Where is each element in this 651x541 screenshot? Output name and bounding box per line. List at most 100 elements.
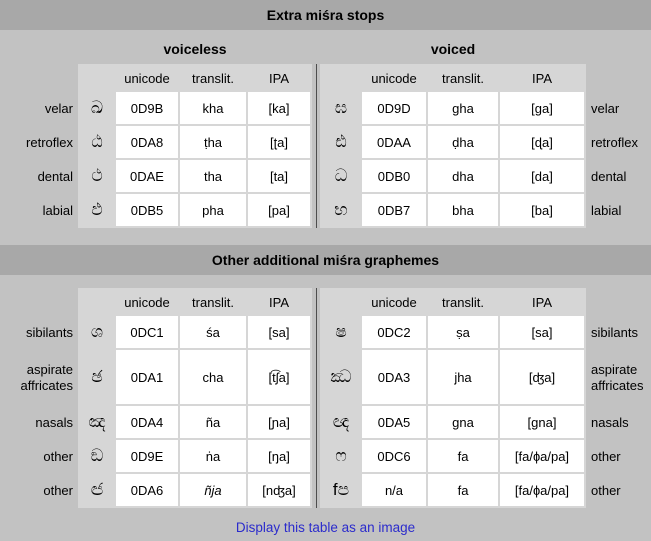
table-row: fප n/a fa [fa/ɸa/pa] xyxy=(322,474,584,506)
col-header-translit: translit. xyxy=(192,70,234,86)
sinhala-glyph: ඵ xyxy=(91,200,103,219)
table-row: ඥ 0DA5 gna [gna] xyxy=(322,406,584,438)
unicode-cell: 0DC2 xyxy=(362,316,426,348)
row-label-other: other xyxy=(43,483,73,499)
ipa-cell: [ba] xyxy=(500,194,584,226)
table-row: ධ 0DB0 dha [da] xyxy=(322,160,584,192)
row-labels-right: velar retroflex dental labial xyxy=(586,64,651,228)
unicode-cell: 0DB7 xyxy=(362,194,426,226)
translit-cell: pha xyxy=(180,194,246,226)
table-row: ෆ 0DC6 fa [fa/ɸa/pa] xyxy=(322,440,584,472)
unicode-cell: 0DAE xyxy=(116,160,178,192)
row-labels-left: sibilants aspirate affricates nasals oth… xyxy=(0,288,78,508)
section-title-graphemes: Other additional miśra graphemes xyxy=(0,245,651,275)
col-header-unicode: unicode xyxy=(371,294,417,310)
table-row: ඞ 0D9E ṅa [ŋa] xyxy=(80,440,310,472)
ipa-cell: [sa] xyxy=(500,316,584,348)
ipa-cell: [t͡ʃa] xyxy=(248,350,310,404)
ipa-cell: [ka] xyxy=(248,92,310,124)
unicode-cell: 0DA3 xyxy=(362,350,426,404)
col-header-translit: translit. xyxy=(442,294,484,310)
unicode-cell: 0D9B xyxy=(116,92,178,124)
col-header-translit: translit. xyxy=(192,294,234,310)
group-header-voiceless: voiceless xyxy=(163,41,227,57)
row-label-other: other xyxy=(591,483,621,499)
unicode-cell: 0DAA xyxy=(362,126,426,158)
row-labels-left: velar retroflex dental labial xyxy=(0,64,78,228)
row-label-dental: dental xyxy=(37,169,73,185)
sinhala-glyph: ෆ xyxy=(335,446,347,465)
header-row: unicode translit. IPA xyxy=(80,290,310,314)
ipa-cell: [pa] xyxy=(248,194,310,226)
unicode-cell: 0DC1 xyxy=(116,316,178,348)
ipa-cell: [ŋa] xyxy=(248,440,310,472)
unicode-cell: 0D9E xyxy=(116,440,178,472)
sinhala-glyph: ඦ xyxy=(90,480,104,499)
table-divider xyxy=(312,64,320,228)
row-label-other: other xyxy=(591,449,621,465)
row-label-other: other xyxy=(43,449,73,465)
sinhala-glyph: ඣ xyxy=(330,367,352,386)
ipa-cell: [ga] xyxy=(500,92,584,124)
table-row: ශ 0DC1 śa [sa] xyxy=(80,316,310,348)
col-header-unicode: unicode xyxy=(124,70,170,86)
glyph-col-header xyxy=(322,290,360,314)
table-row: ථ 0DAE tha [ta] xyxy=(80,160,310,192)
sinhala-glyph: ඞ xyxy=(90,446,104,465)
row-label-sibilants: sibilants xyxy=(591,325,638,341)
ipa-cell: [gna] xyxy=(500,406,584,438)
group-header-voiced: voiced xyxy=(430,41,476,57)
group-headers: voiceless voiced xyxy=(0,38,651,60)
sinhala-glyph: ධ xyxy=(334,166,348,185)
ipa-cell: [ʤa] xyxy=(500,350,584,404)
section-title-stops: Extra miśra stops xyxy=(0,0,651,30)
translit-cell: fa xyxy=(428,474,498,506)
col-header-translit: translit. xyxy=(442,70,484,86)
col-header-unicode: unicode xyxy=(371,70,417,86)
display-as-image-link[interactable]: Display this table as an image xyxy=(235,520,416,535)
unicode-cell: n/a xyxy=(362,474,426,506)
row-label-velar: velar xyxy=(44,101,73,117)
ipa-cell: [sa] xyxy=(248,316,310,348)
translit-cell: ṅa xyxy=(180,440,246,472)
row-label-aspirate-affricates: aspirate affricates xyxy=(20,362,73,393)
graphemes-right-table: unicode translit. IPA ෂ 0DC2 ṣa [sa] ඣ 0… xyxy=(320,288,586,508)
table-row: ඝ 0D9D gha [ga] xyxy=(322,92,584,124)
table-row: ඦ 0DA6 ñja [nʤa] xyxy=(80,474,310,506)
latin-f-sinhala-pa-glyph: fප xyxy=(332,480,350,499)
translit-cell: gha xyxy=(428,92,498,124)
translit-cell: tha xyxy=(180,160,246,192)
row-label-retroflex: retroflex xyxy=(26,135,73,151)
translit-cell: kha xyxy=(180,92,246,124)
ipa-cell: [ta] xyxy=(248,160,310,192)
unicode-cell: 0DA1 xyxy=(116,350,178,404)
translit-cell: ñja xyxy=(180,474,246,506)
table-row: ඛ 0D9B kha [ka] xyxy=(80,92,310,124)
row-label-labial: labial xyxy=(591,203,622,219)
glyph-col-header xyxy=(80,66,114,90)
voiced-stops-table: unicode translit. IPA ඝ 0D9D gha [ga] ඪ … xyxy=(320,64,586,228)
translit-cell: bha xyxy=(428,194,498,226)
header-row: unicode translit. IPA xyxy=(322,290,584,314)
graphemes-left-table: unicode translit. IPA ශ 0DC1 śa [sa] ඡ 0… xyxy=(78,288,312,508)
row-label-retroflex: retroflex xyxy=(591,135,638,151)
row-label-dental: dental xyxy=(591,169,627,185)
table-row: ඨ 0DA8 ṭha [ʈa] xyxy=(80,126,310,158)
col-header-ipa: IPA xyxy=(532,70,552,86)
col-header-ipa: IPA xyxy=(532,294,552,310)
sinhala-glyph: ඡ xyxy=(91,367,103,386)
sinhala-glyph: ෂ xyxy=(335,322,347,341)
table-row: ඣ 0DA3 jha [ʤa] xyxy=(322,350,584,404)
translit-cell: śa xyxy=(180,316,246,348)
graphemes-tables: sibilants aspirate affricates nasals oth… xyxy=(0,288,651,508)
sinhala-glyph: ශ xyxy=(90,322,104,341)
stops-tables: velar retroflex dental labial unicode tr… xyxy=(0,64,651,228)
ipa-cell: [nʤa] xyxy=(248,474,310,506)
translit-cell: cha xyxy=(180,350,246,404)
translit-cell: jha xyxy=(428,350,498,404)
unicode-cell: 0DA4 xyxy=(116,406,178,438)
translit-cell: ṭha xyxy=(180,126,246,158)
translit-cell: ña xyxy=(180,406,246,438)
ipa-cell: [ɲa] xyxy=(248,406,310,438)
